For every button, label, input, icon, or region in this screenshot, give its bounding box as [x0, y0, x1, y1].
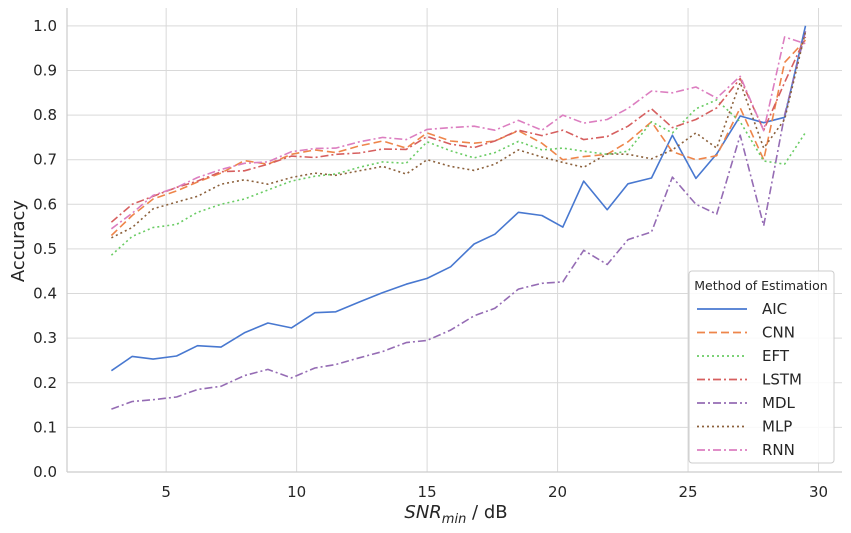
- x-tick-label: 25: [678, 483, 697, 501]
- x-axis-label-main: SNR: [404, 502, 441, 523]
- legend-label-eft: EFT: [762, 347, 790, 365]
- x-tick-label: 30: [809, 483, 828, 501]
- series-line-cnn: [110, 39, 807, 237]
- x-gridlines: [165, 8, 820, 472]
- legend-label-lstm: LSTM: [762, 371, 802, 389]
- y-tick-label: 0.7: [33, 151, 57, 169]
- y-axis-label: Accuracy: [8, 200, 29, 283]
- legend-label-rnn: RNN: [762, 441, 795, 459]
- x-axis-label-subscript: min: [442, 512, 467, 527]
- y-tick-label: 0.6: [33, 195, 57, 213]
- legend-label-cnn: CNN: [762, 324, 795, 342]
- series-line-mdl: [111, 31, 807, 410]
- legend-label-mlp: MLP: [762, 418, 792, 436]
- y-tick-label: 0.0: [33, 463, 57, 481]
- y-tick-label: 0.2: [33, 374, 57, 392]
- y-tick-label: 0.9: [33, 61, 57, 79]
- legend-box: [688, 270, 835, 464]
- series-line-rnn: [110, 36, 806, 230]
- y-tick-label: 0.1: [33, 418, 57, 436]
- x-tick-label: 10: [287, 483, 306, 501]
- y-tick-label: 0.4: [33, 285, 57, 303]
- series-line-aic: [110, 25, 807, 372]
- x-tick-label: 5: [161, 483, 171, 501]
- series-lines: [110, 25, 807, 410]
- y-tick-label: 1.0: [33, 17, 57, 35]
- y-tick-label: 0.5: [33, 240, 57, 258]
- x-tick-label: 20: [548, 483, 567, 501]
- series-line-mlp: [111, 31, 807, 239]
- legend: Method of Estimation AIC CNN EFT LSTM MDL MLP…: [688, 270, 835, 464]
- y-tick-labels: 0.0 0.1 0.2 0.3 0.4 0.5 0.6 0.7 0.8 0.9 1.0: [33, 17, 57, 481]
- x-axis-label-unit: / dB: [466, 502, 507, 523]
- legend-label-mdl: MDL: [762, 394, 795, 412]
- series-line-lstm: [110, 36, 807, 223]
- legend-title: Method of Estimation: [694, 278, 827, 293]
- x-tick-labels: 5 10 15 20 25 30: [161, 483, 828, 501]
- y-tick-label: 0.3: [33, 329, 57, 347]
- legend-label-aic: AIC: [762, 300, 787, 318]
- series-line-eft: [110, 99, 807, 256]
- x-axis-label: SNRmin / dB: [404, 502, 507, 527]
- y-gridlines: [67, 25, 842, 473]
- legend-items: AIC CNN EFT LSTM MDL MLP RNN: [697, 300, 802, 459]
- x-tick-label: 15: [418, 483, 437, 501]
- y-tick-label: 0.8: [33, 106, 57, 124]
